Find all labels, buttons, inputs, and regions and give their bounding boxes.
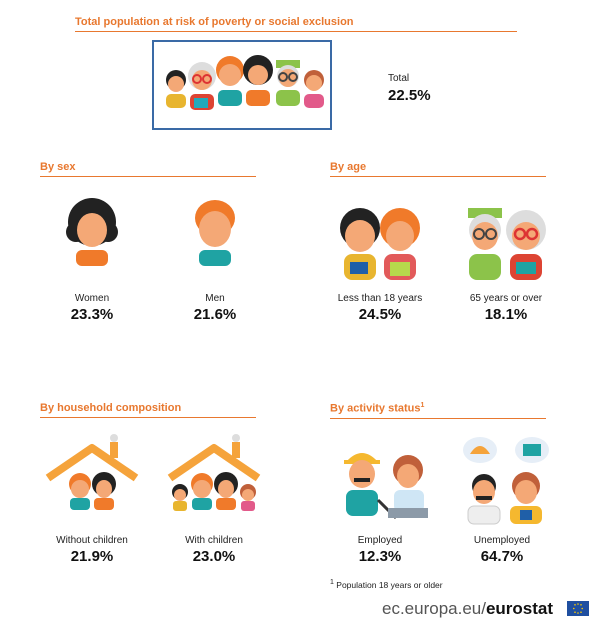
footnote-mark: 1 [330, 579, 334, 586]
under-18-value: 24.5% [358, 306, 402, 323]
employed-icon [344, 453, 428, 520]
women-value: 23.3% [70, 306, 114, 323]
under-18-label: Less than 18 years [337, 293, 423, 304]
by-age-heading: By age [330, 161, 546, 177]
man-icon [195, 200, 235, 266]
brand-name: eurostat [485, 599, 554, 618]
men-value: 21.6% [193, 306, 237, 323]
over-65-label: 65 years or over [469, 293, 543, 304]
woman-icon [66, 198, 118, 266]
eurostat-link[interactable]: ec.europa.eu/eurostat [382, 599, 553, 619]
page-title: Total population at risk of poverty or s… [75, 16, 517, 32]
total-figure-box [152, 40, 332, 130]
footnote-marker: 1 [420, 402, 425, 409]
children-icon [340, 208, 420, 280]
with-children-label: With children [185, 535, 243, 546]
by-sex-heading: By sex [40, 161, 256, 177]
brand-domain: ec.europa.eu/ [382, 599, 486, 618]
over-65-value: 18.1% [484, 306, 528, 323]
women-label: Women [74, 293, 110, 304]
footnote: 1 Population 18 years or older [330, 579, 443, 590]
eu-flag-icon [567, 601, 589, 616]
total-value: 22.5% [388, 87, 431, 104]
seniors-icon [468, 208, 546, 280]
house-without-children-icon [45, 434, 139, 510]
with-children-value: 23.0% [192, 548, 236, 565]
total-label: Total [388, 73, 410, 84]
employed-value: 12.3% [358, 548, 402, 565]
unemployed-value: 64.7% [480, 548, 524, 565]
without-children-label: Without children [56, 535, 128, 546]
employed-label: Employed [357, 535, 403, 546]
people-group-icon [166, 55, 324, 110]
by-household-heading: By household composition [40, 402, 256, 418]
by-activity-heading: By activity status1 [330, 402, 546, 419]
without-children-value: 21.9% [70, 548, 114, 565]
men-label: Men [205, 293, 225, 304]
footnote-text: Population 18 years or older [336, 579, 443, 590]
unemployed-label: Unemployed [473, 535, 531, 546]
unemployed-icon [463, 437, 549, 525]
house-with-children-icon [167, 434, 261, 511]
